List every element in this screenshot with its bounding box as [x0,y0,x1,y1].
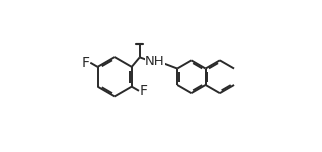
Text: F: F [140,84,148,98]
Text: NH: NH [145,55,165,68]
Text: F: F [81,56,90,70]
